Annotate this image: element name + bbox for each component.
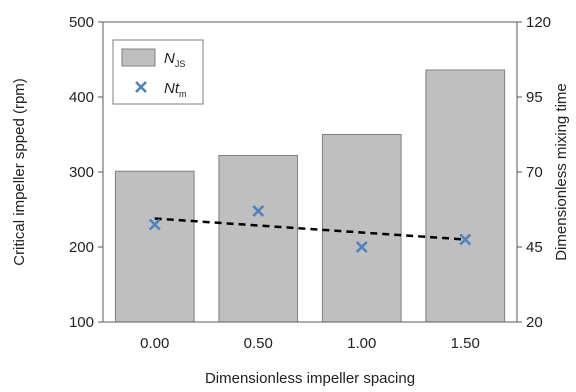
left-tick-label: 100 (69, 314, 94, 331)
legend-label-ntm: Ntm (164, 80, 187, 99)
right-tick-label: 20 (526, 314, 543, 331)
right-tick-label: 70 (526, 164, 543, 181)
scatter-point-1.00 (355, 241, 368, 253)
y-axis-title: Critical impeller spped (rpm) (11, 78, 28, 266)
legend-label-ntm-main: Nt (164, 80, 180, 97)
x-tick-label: 1.50 (451, 335, 480, 352)
trendline (154, 217, 466, 241)
left-tick-label: 200 (69, 239, 94, 256)
legend-label-njs-sub: JS (175, 59, 186, 69)
legend-label-ntm-sub: m (179, 89, 187, 99)
x-tick-label: 1.00 (347, 335, 376, 352)
left-tick-label: 400 (69, 89, 94, 106)
left-tick-label: 500 (69, 14, 94, 31)
legend-label-njs: NJS (164, 50, 185, 69)
right-tick-label: 45 (526, 239, 543, 256)
scatter-point-0.00 (148, 218, 161, 231)
legend-swatch-x-marker (135, 81, 147, 93)
x-axis-title: Dimensionless impeller spacing (205, 370, 415, 387)
scatter-group (148, 205, 472, 253)
trendline-group (154, 217, 466, 241)
legend-label-njs-main: N (164, 50, 175, 67)
y2-axis-title: Dimensionless mixing time (553, 83, 570, 261)
scatter-point-1.50 (459, 233, 472, 246)
scatter-point-0.50 (252, 205, 265, 217)
right-axis-ticks: 20 45 70 95 120 (517, 14, 551, 331)
bar-group (114, 69, 506, 323)
x-tick-label: 0.00 (140, 335, 169, 352)
x-axis-ticks: 0.00 0.50 1.00 1.50 (140, 335, 480, 352)
legend-x-marker (135, 81, 147, 93)
bar-0.50 (218, 155, 299, 323)
left-tick-label: 300 (69, 164, 94, 181)
left-axis-ticks: 100 200 300 400 500 (69, 14, 103, 331)
bar-1.00 (321, 134, 402, 323)
legend: NJS Ntm (112, 39, 204, 105)
x-tick-label: 0.50 (244, 335, 273, 352)
bar-0.00 (114, 170, 195, 323)
right-tick-label: 95 (526, 89, 543, 106)
legend-swatch-bar (121, 48, 156, 67)
right-tick-label: 120 (526, 14, 551, 31)
bar-1.50 (425, 69, 506, 323)
